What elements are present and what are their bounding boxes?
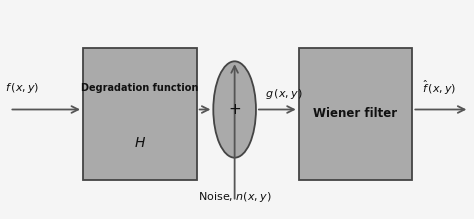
- Text: Noise, $n(x,y)$: Noise, $n(x,y)$: [198, 190, 272, 204]
- Bar: [299, 48, 412, 180]
- Text: Wiener filter: Wiener filter: [313, 107, 398, 120]
- Text: Degradation function: Degradation function: [81, 83, 199, 93]
- Ellipse shape: [213, 61, 256, 158]
- Text: $f\,(x,y)$: $f\,(x,y)$: [5, 81, 39, 95]
- Text: $\hat{f}\,(x,y)$: $\hat{f}\,(x,y)$: [422, 78, 456, 97]
- Text: $g\,(x,y)$: $g\,(x,y)$: [265, 87, 303, 101]
- Text: H: H: [135, 136, 145, 150]
- Text: +: +: [228, 102, 241, 117]
- Bar: [83, 48, 197, 180]
